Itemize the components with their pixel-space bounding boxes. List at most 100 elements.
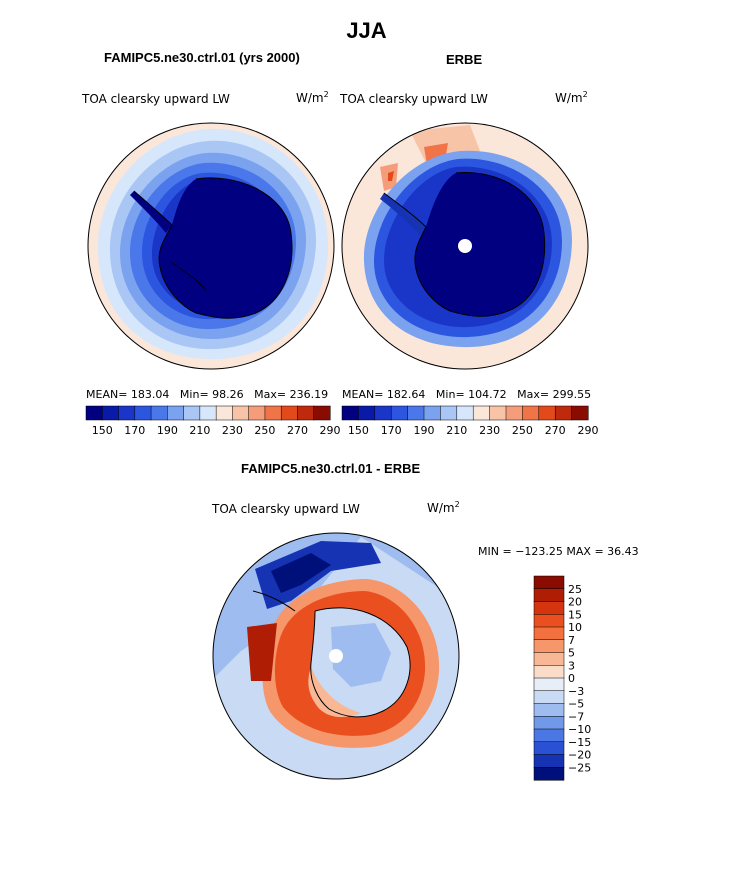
- colorbar-tick-label: 25: [568, 583, 582, 596]
- colorbar-tick-label: 190: [414, 424, 435, 437]
- colorbar-swatch: [533, 767, 565, 781]
- panel-3-variable: TOA clearsky upward LW: [212, 502, 360, 516]
- colorbar-swatch: [85, 405, 103, 421]
- panel-3-units: W/m2: [427, 500, 460, 515]
- colorbar-swatch: [102, 405, 120, 421]
- colorbar-tick-label: 190: [157, 424, 178, 437]
- colorbar-swatch: [390, 405, 409, 421]
- panel-1-map: [87, 122, 335, 370]
- colorbar-swatch: [313, 405, 331, 421]
- west-hot-patch: [247, 623, 277, 681]
- pole-hole: [458, 239, 472, 253]
- colorbar-tick-label: 210: [446, 424, 467, 437]
- max-label: MAX =: [566, 545, 604, 558]
- colorbar-swatch: [472, 405, 491, 421]
- mean-value: 183.04: [130, 388, 170, 401]
- colorbar-swatch: [533, 665, 565, 679]
- min-label: MIN =: [478, 545, 512, 558]
- colorbar-swatch: [374, 405, 392, 421]
- colorbar-tick-label: 7: [568, 634, 575, 647]
- colorbar-tick-label: −3: [568, 685, 584, 698]
- colorbar-tick-label: 290: [578, 424, 599, 437]
- max-label: Max=: [254, 388, 287, 401]
- panel-3-heading: FAMIPC5.ne30.ctrl.01 - ERBE: [241, 461, 421, 476]
- ross-ice-shelf: [169, 260, 207, 292]
- peninsula: [380, 193, 426, 235]
- colorbar-swatch: [150, 405, 168, 421]
- colorbar-swatch: [248, 405, 266, 421]
- colorbar-swatch: [533, 754, 565, 768]
- figure-title: JJA: [346, 18, 387, 43]
- panel-1-stats: MEAN= 183.04 Min= 98.26 Max= 236.19: [86, 388, 328, 401]
- colorbar-tick-label: 250: [512, 424, 533, 437]
- units-base: W/m: [427, 501, 455, 515]
- panel-2-stats: MEAN= 182.64 Min= 104.72 Max= 299.55: [342, 388, 591, 401]
- units-base: W/m: [296, 91, 324, 105]
- mean-label: MEAN=: [86, 388, 128, 401]
- panel-2-colorbar: 150 170 190 210 230 250 270 290: [341, 405, 599, 437]
- panel-3-map: [212, 532, 460, 780]
- colorbar-tick-label: −20: [568, 749, 591, 762]
- map-border: [87, 122, 335, 370]
- colorbar-tick-label: −25: [568, 761, 591, 774]
- colorbar-swatch: [533, 639, 565, 654]
- antarctic-plateau: [159, 177, 293, 319]
- coastline: [133, 177, 293, 319]
- colorbar-tick-label: 170: [381, 424, 402, 437]
- colorbar-swatch: [533, 741, 565, 756]
- coastline: [252, 590, 411, 718]
- min-value: −123.25: [515, 545, 563, 558]
- strong-negative-core: [271, 553, 331, 593]
- colorbar-swatch: [341, 405, 359, 421]
- colorbar-tick-label: 10: [568, 621, 582, 634]
- colorbar-tick-label: 230: [222, 424, 243, 437]
- colorbar-tick-label: 270: [545, 424, 566, 437]
- coastline: [383, 172, 546, 317]
- max-value: 236.19: [289, 388, 329, 401]
- colorbar-swatch: [264, 405, 282, 421]
- colorbar-swatch: [456, 405, 474, 421]
- mean-value: 182.64: [386, 388, 426, 401]
- max-value: 299.55: [552, 388, 592, 401]
- colorbar-swatch: [489, 405, 507, 421]
- colorbar-tick-label: 150: [348, 424, 369, 437]
- max-label: Max=: [517, 388, 550, 401]
- colorbar-swatch: [571, 405, 589, 421]
- colorbar-swatch: [533, 601, 565, 615]
- map-border: [212, 532, 460, 780]
- colorbar-swatch: [522, 405, 540, 421]
- colorbar-swatch: [358, 405, 376, 421]
- max-value: 36.43: [607, 545, 639, 558]
- colorbar-tick-label: 270: [287, 424, 308, 437]
- colorbar-swatch: [297, 405, 315, 421]
- min-value: 98.26: [212, 388, 244, 401]
- mean-label: MEAN=: [342, 388, 384, 401]
- colorbar-tick-label: −7: [568, 710, 584, 723]
- colorbar-tick-label: 0: [568, 672, 575, 685]
- colorbar-swatch: [533, 614, 565, 628]
- colorbar-swatch: [440, 405, 458, 421]
- panel-2-map: [341, 122, 589, 370]
- colorbar-tick-label: 170: [124, 424, 145, 437]
- colorbar-swatch: [505, 405, 523, 421]
- colorbar-swatch: [423, 405, 441, 421]
- panel-2-heading: ERBE: [446, 52, 483, 67]
- colorbar-swatch: [538, 405, 556, 421]
- strong-negative-patch: [255, 541, 381, 609]
- colorbar-swatch: [533, 728, 565, 743]
- colorbar-swatch: [215, 405, 233, 421]
- colorbar-tick-label: 15: [568, 608, 582, 621]
- panel-1-colorbar: 150 170 190 210 230 250 270 290: [85, 405, 341, 437]
- colorbar-tick-label: 5: [568, 647, 575, 660]
- colorbar-swatch: [183, 405, 201, 421]
- colorbar-swatch: [533, 703, 565, 717]
- panel-1-variable: TOA clearsky upward LW: [82, 92, 230, 106]
- colorbar-tick-label: −5: [568, 698, 584, 711]
- colorbar-swatch: [533, 652, 565, 666]
- colorbar-tick-label: 210: [189, 424, 210, 437]
- panel-1-units: W/m2: [296, 90, 329, 105]
- colorbar-tick-label: −10: [568, 723, 591, 736]
- units-base: W/m: [555, 91, 583, 105]
- panel-2-variable: TOA clearsky upward LW: [340, 92, 488, 106]
- colorbar-swatch: [533, 677, 565, 692]
